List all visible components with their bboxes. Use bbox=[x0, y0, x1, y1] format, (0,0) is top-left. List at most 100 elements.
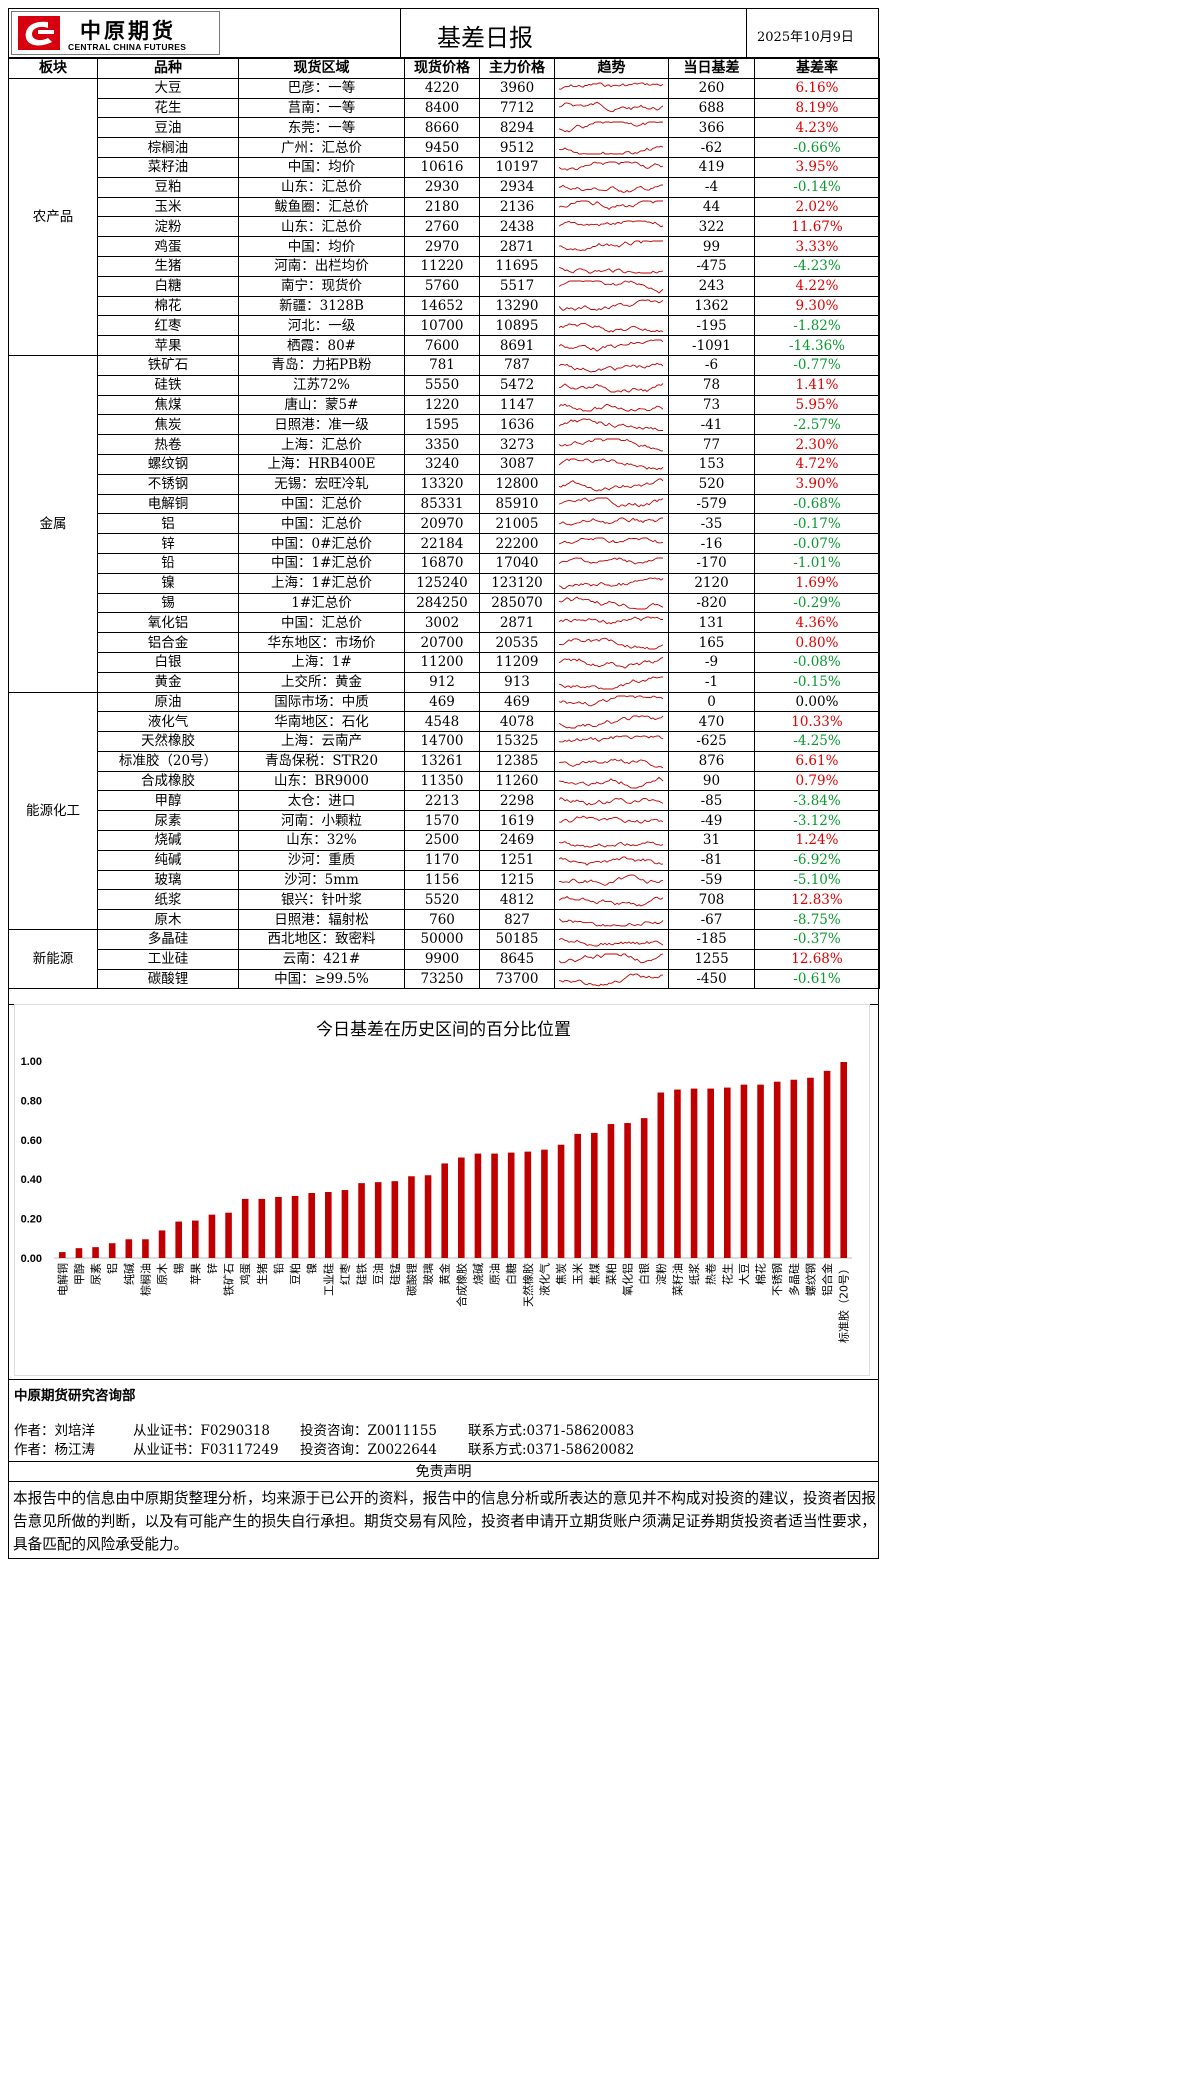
spot-price-cell: 16870 bbox=[404, 552, 480, 574]
trend-sparkline bbox=[558, 973, 663, 986]
chart-bar bbox=[707, 1088, 714, 1258]
product-cell: 硅铁 bbox=[97, 374, 239, 396]
trend-cell bbox=[554, 137, 669, 158]
region-cell: 河北：一级 bbox=[238, 315, 405, 337]
x-category-label: 纯碱 bbox=[123, 1263, 136, 1285]
table-row: 生猪 河南：出栏均价 11220 11695 -475 -4.23% bbox=[9, 255, 880, 277]
basis-rate-cell: -0.14% bbox=[754, 176, 880, 198]
trend-sparkline bbox=[558, 220, 663, 228]
product-cell: 纸浆 bbox=[97, 889, 239, 911]
region-cell: 中国：≥99.5% bbox=[238, 968, 405, 990]
product-cell: 花生 bbox=[97, 97, 239, 119]
spot-price-cell: 1595 bbox=[404, 414, 480, 436]
product-cell: 豆油 bbox=[97, 117, 239, 139]
table-row: 淀粉 山东：汇总价 2760 2438 322 11.67% bbox=[9, 216, 880, 238]
main-price-cell: 1215 bbox=[479, 869, 555, 891]
chart-bar bbox=[75, 1248, 83, 1258]
report-title: 基差日报 bbox=[437, 24, 533, 52]
x-category-label: 苹果 bbox=[188, 1263, 202, 1285]
product-cell: 鸡蛋 bbox=[97, 236, 239, 257]
spot-price-cell: 73250 bbox=[404, 968, 480, 990]
main-price-cell: 13290 bbox=[479, 295, 555, 317]
region-cell: 鲅鱼圈：汇总价 bbox=[238, 196, 405, 218]
table-row: 纯碱 沙河：重质 1170 1251 -81 -6.92% bbox=[9, 849, 880, 871]
x-category-label: 菜粕 bbox=[604, 1263, 618, 1285]
table-row: 玉米 鲅鱼圈：汇总价 2180 2136 44 2.02% bbox=[9, 196, 880, 218]
chart-bar bbox=[275, 1196, 282, 1258]
table-row: 烧碱 山东：32% 2500 2469 31 1.24% bbox=[9, 830, 880, 851]
table-body: 农产品 大豆 巴彦：一等 4220 3960 260 6.16% 花生 莒南：一等 8400 771… bbox=[8, 77, 880, 990]
product-cell: 豆粕 bbox=[97, 176, 239, 198]
basis-cell: 708 bbox=[668, 889, 755, 911]
basis-rate-cell: 9.30% bbox=[754, 295, 880, 317]
table-row: 农产品 大豆 巴彦：一等 4220 3960 260 6.16% bbox=[8, 77, 880, 356]
region-cell: 山东：汇总价 bbox=[238, 216, 405, 238]
basis-rate-cell: 3.95% bbox=[754, 156, 880, 178]
chart-bar bbox=[724, 1087, 731, 1258]
chart-bar bbox=[125, 1239, 133, 1258]
region-cell: 上海：云南产 bbox=[238, 731, 405, 752]
trend-sparkline bbox=[558, 938, 663, 947]
main-price-cell: 11209 bbox=[479, 651, 555, 673]
spot-price-cell: 8400 bbox=[404, 97, 480, 119]
region-cell: 河南：小颗粒 bbox=[238, 810, 405, 832]
table-row: 工业硅 云南：421# 9900 8645 1255 12.68% bbox=[9, 948, 880, 970]
basis-cell: -85 bbox=[668, 790, 755, 812]
basis-rate-cell: 12.83% bbox=[754, 889, 880, 911]
region-cell: 沙河：5mm bbox=[238, 869, 405, 891]
region-cell: 上海：HRB400E bbox=[238, 453, 405, 475]
table-row: 碳酸锂 中国：≥99.5% 73250 73700 -450 -0.61% bbox=[9, 968, 880, 990]
product-cell: 红枣 bbox=[97, 315, 239, 337]
product-cell: 生猪 bbox=[97, 255, 239, 277]
basis-rate-cell: -0.61% bbox=[754, 968, 880, 990]
chart-bar bbox=[557, 1144, 565, 1258]
spot-price-cell: 781 bbox=[404, 354, 480, 376]
spot-price-cell: 5760 bbox=[404, 275, 480, 297]
trend-cell bbox=[554, 315, 669, 337]
chart-bar bbox=[640, 1118, 648, 1258]
basis-rate-cell: -5.10% bbox=[754, 869, 880, 891]
sector-cell: 金属 bbox=[8, 354, 98, 693]
x-category-label: 烧碱 bbox=[472, 1263, 485, 1285]
spot-price-cell: 9900 bbox=[404, 948, 480, 970]
basis-cell: 165 bbox=[668, 632, 755, 653]
basis-cell: 243 bbox=[668, 275, 755, 297]
region-cell: 中国：均价 bbox=[238, 156, 405, 178]
trend-cell bbox=[554, 849, 669, 871]
trend-sparkline bbox=[558, 537, 663, 545]
spot-price-cell: 1170 bbox=[404, 849, 480, 871]
basis-rate-cell: -2.57% bbox=[754, 414, 880, 436]
trend-sparkline bbox=[558, 695, 663, 707]
table-row: 苹果 栖霞：80# 7600 8691 -1091 -14.36% bbox=[9, 335, 880, 356]
basis-rate-cell: 11.67% bbox=[754, 216, 880, 238]
chart-bar bbox=[142, 1239, 149, 1258]
table-row: 豆油 东莞：一等 8660 8294 366 4.23% bbox=[9, 117, 880, 139]
spot-price-cell: 22184 bbox=[404, 533, 480, 554]
author-contact: 联系方式:0371-58620082 bbox=[468, 1442, 635, 1458]
chart-bar bbox=[391, 1181, 399, 1258]
trend-sparkline bbox=[558, 362, 663, 373]
x-category-label: 天然橡胶 bbox=[521, 1263, 535, 1307]
x-category-label: 白银 bbox=[637, 1263, 651, 1285]
y-tick-label: 1.00 bbox=[21, 1056, 42, 1068]
trend-sparkline bbox=[558, 102, 663, 113]
basis-cell: 260 bbox=[668, 77, 755, 99]
spot-price-cell: 284250 bbox=[404, 592, 480, 614]
basis-cell: -81 bbox=[668, 849, 755, 871]
spot-price-cell: 2930 bbox=[404, 176, 480, 198]
y-tick-label: 0.80 bbox=[21, 1095, 42, 1107]
main-price-cell: 9512 bbox=[479, 137, 555, 158]
chart-bar bbox=[92, 1247, 99, 1258]
trend-sparkline bbox=[558, 596, 663, 610]
basis-cell: -625 bbox=[668, 731, 755, 752]
header-divider bbox=[746, 8, 747, 58]
region-cell: 中国：均价 bbox=[238, 236, 405, 257]
table-row: 甲醇 太仓：进口 2213 2298 -85 -3.84% bbox=[9, 790, 880, 812]
chart-bar bbox=[591, 1132, 598, 1258]
x-category-label: 标准胶（20号） bbox=[837, 1263, 851, 1343]
basis-rate-cell: -0.08% bbox=[754, 651, 880, 673]
region-cell: 中国：汇总价 bbox=[238, 513, 405, 535]
product-cell: 烧碱 bbox=[97, 830, 239, 851]
main-price-cell: 2871 bbox=[479, 612, 555, 634]
trend-cell bbox=[554, 929, 669, 950]
